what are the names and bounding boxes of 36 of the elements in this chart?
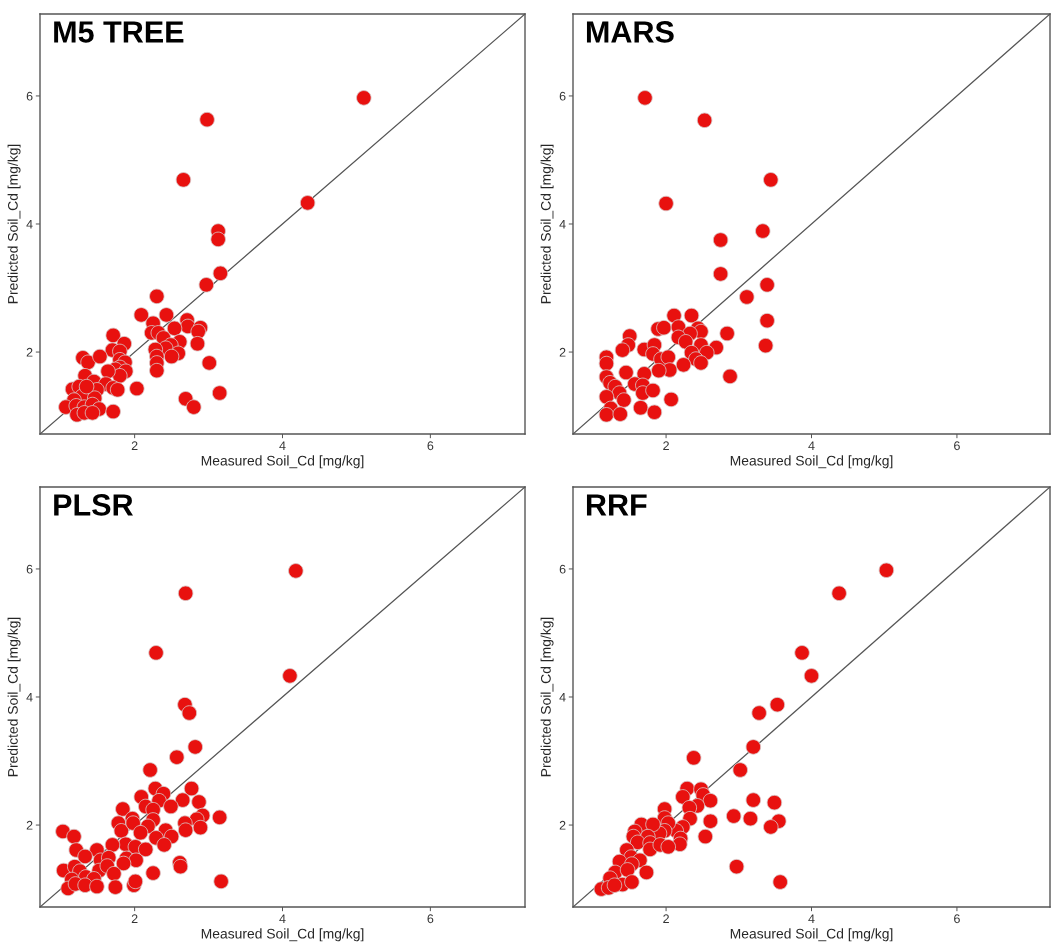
x-axis-title: Measured Soil_Cd [mg/kg]: [201, 928, 364, 942]
y-tick-label: 4: [559, 692, 566, 702]
y-tick-label: 6: [559, 91, 566, 101]
y-tick-label: 4: [26, 692, 33, 702]
chart-title: MARS: [586, 21, 674, 43]
chart-title: M5 TREE: [54, 21, 184, 43]
x-tick-label: 2: [663, 914, 669, 923]
y-tick-label: 6: [559, 564, 566, 574]
x-axis-title: Measured Soil_Cd [mg/kg]: [201, 455, 364, 469]
x-tick-label: 6: [427, 441, 434, 451]
x-tick-label: 6: [427, 914, 434, 924]
x-tick-label: 4: [808, 914, 815, 923]
x-tick-label: 6: [954, 441, 960, 451]
x-tick-label: 2: [131, 441, 138, 450]
y-tick-label: 2: [559, 347, 566, 357]
x-tick-label: 2: [663, 441, 669, 450]
y-tick-label: 2: [26, 820, 33, 830]
x-tick-label: 2: [131, 914, 138, 923]
y-tick-label: 6: [26, 91, 33, 101]
x-axis-title: Measured Soil_Cd [mg/kg]: [730, 455, 893, 469]
x-axis-title: Measured Soil_Cd [mg/kg]: [730, 928, 893, 942]
y-tick-label: 4: [26, 219, 33, 229]
y-tick-label: 4: [559, 219, 566, 229]
chart-title: RRF: [586, 494, 647, 516]
y-tick-label: 2: [26, 347, 33, 357]
chart-title: PLSR: [54, 494, 133, 516]
x-tick-label: 4: [279, 914, 286, 923]
x-tick-label: 4: [808, 441, 815, 450]
y-axis-title: Predicted Soil_Cd [mg/kg]: [540, 144, 554, 304]
x-tick-label: 4: [279, 441, 286, 450]
y-axis-title: Predicted Soil_Cd [mg/kg]: [540, 617, 554, 777]
y-axis-title: Predicted Soil_Cd [mg/kg]: [7, 144, 21, 304]
y-axis-title: Predicted Soil_Cd [mg/kg]: [7, 617, 21, 777]
y-tick-label: 2: [559, 820, 566, 830]
y-tick-label: 6: [26, 564, 33, 574]
x-tick-label: 6: [954, 914, 960, 924]
